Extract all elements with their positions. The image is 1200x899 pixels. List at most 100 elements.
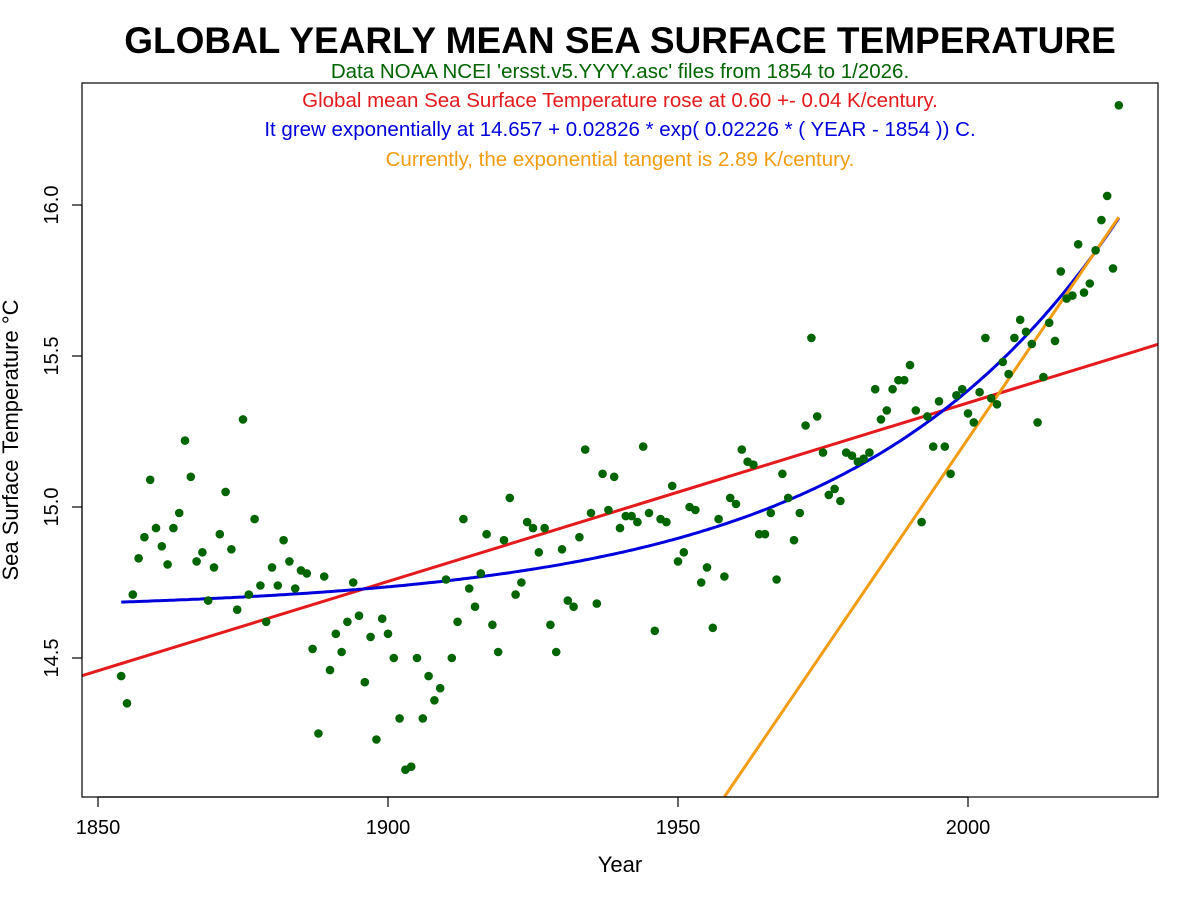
data-point-1933 bbox=[575, 532, 584, 542]
data-point-2022 bbox=[1091, 246, 1100, 255]
data-point-2010 bbox=[1021, 327, 1031, 337]
data-point-1968 bbox=[778, 469, 787, 479]
data-point-2009 bbox=[1015, 315, 1025, 325]
subtitle-data-source: Data NOAA NCEI 'ersst.v5.YYYY.asc' files… bbox=[331, 60, 909, 83]
y-tick-label-15.5: 15.5 bbox=[41, 337, 63, 376]
data-point-2024 bbox=[1102, 191, 1112, 201]
data-point-1884 bbox=[290, 584, 300, 593]
chart-title: GLOBAL YEARLY MEAN SEA SURFACE TEMPERATU… bbox=[124, 20, 1116, 61]
data-point-1910 bbox=[441, 575, 451, 584]
data-point-2013 bbox=[1039, 372, 1048, 382]
data-point-1929 bbox=[551, 647, 561, 657]
data-point-2003 bbox=[981, 333, 990, 343]
data-point-1943 bbox=[633, 517, 642, 527]
data-point-1990 bbox=[905, 360, 915, 370]
data-point-2004 bbox=[986, 394, 996, 403]
data-point-1923 bbox=[517, 578, 526, 587]
data-point-1960 bbox=[731, 499, 741, 509]
data-point-1879 bbox=[261, 617, 271, 627]
data-point-2008 bbox=[1010, 333, 1019, 343]
y-tick-label-15.0: 15.0 bbox=[41, 488, 63, 527]
data-point-2005 bbox=[992, 400, 1002, 409]
data-point-1991 bbox=[911, 406, 921, 415]
data-point-1854 bbox=[116, 671, 126, 681]
data-point-1951 bbox=[679, 548, 689, 557]
data-point-2007 bbox=[1004, 369, 1013, 379]
data-point-1893 bbox=[343, 617, 352, 627]
data-point-2012 bbox=[1033, 418, 1042, 427]
data-point-1874 bbox=[232, 605, 242, 614]
data-point-1940 bbox=[615, 523, 625, 533]
data-point-1974 bbox=[812, 412, 822, 421]
data-point-1972 bbox=[801, 421, 810, 430]
data-point-1992 bbox=[917, 517, 926, 527]
data-point-1999 bbox=[957, 384, 967, 394]
data-point-1858 bbox=[140, 532, 149, 542]
data-point-1872 bbox=[221, 487, 230, 497]
data-point-1982 bbox=[859, 454, 868, 464]
data-point-1886 bbox=[302, 569, 312, 578]
data-point-1870 bbox=[209, 563, 219, 572]
data-point-1922 bbox=[511, 590, 520, 599]
data-point-1906 bbox=[418, 714, 428, 723]
data-point-2025 bbox=[1108, 264, 1118, 273]
data-point-1966 bbox=[766, 508, 776, 518]
data-point-1895 bbox=[354, 611, 364, 620]
exponential-tangent-line bbox=[723, 216, 1121, 797]
data-point-1931 bbox=[563, 596, 573, 605]
data-point-2021 bbox=[1085, 279, 1095, 288]
data-point-1889 bbox=[319, 572, 329, 581]
data-point-2018 bbox=[1068, 291, 1077, 300]
data-point-2000 bbox=[963, 409, 973, 418]
y-tick-label-16.0: 16.0 bbox=[41, 186, 63, 225]
y-axis: 14.5 15.0 15.5 16.0 Sea Surface Temperat… bbox=[0, 186, 83, 677]
x-tick-label-1900: 1900 bbox=[366, 817, 411, 839]
data-point-1976 bbox=[824, 490, 834, 500]
data-point-1926 bbox=[534, 548, 544, 557]
data-point-1901 bbox=[389, 653, 399, 663]
data-point-1942 bbox=[627, 511, 636, 521]
data-point-1867 bbox=[192, 557, 201, 566]
data-point-1957 bbox=[714, 514, 723, 524]
data-point-2015 bbox=[1050, 336, 1060, 346]
data-point-2011 bbox=[1027, 339, 1037, 349]
data-point-1887 bbox=[308, 644, 317, 654]
data-point-1949 bbox=[667, 481, 677, 491]
data-point-1938 bbox=[604, 505, 613, 515]
data-point-1930 bbox=[557, 545, 567, 554]
data-point-1993 bbox=[923, 412, 932, 421]
data-point-1912 bbox=[453, 617, 462, 627]
data-point-1925 bbox=[528, 523, 538, 533]
subtitle-tangent-rate: Currently, the exponential tangent is 2.… bbox=[386, 148, 855, 171]
x-axis-label: Year bbox=[598, 852, 642, 877]
data-point-1909 bbox=[435, 683, 445, 693]
data-point-1918 bbox=[488, 620, 497, 630]
data-point-1932 bbox=[569, 602, 578, 611]
data-point-1978 bbox=[836, 496, 845, 506]
data-point-1963 bbox=[749, 460, 758, 470]
data-point-1916 bbox=[476, 569, 486, 578]
data-point-1862 bbox=[163, 560, 172, 569]
exponential-fit-curve bbox=[121, 217, 1121, 604]
data-point-1863 bbox=[169, 523, 178, 533]
data-point-1914 bbox=[464, 584, 474, 593]
data-point-1975 bbox=[818, 448, 828, 457]
data-point-1959 bbox=[725, 493, 735, 503]
data-point-1971 bbox=[795, 508, 805, 518]
data-point-1958 bbox=[720, 572, 729, 581]
data-point-2026 bbox=[1114, 101, 1124, 110]
data-point-2002 bbox=[975, 387, 984, 397]
data-point-1989 bbox=[899, 375, 909, 385]
data-point-1865 bbox=[180, 436, 190, 445]
data-point-1877 bbox=[250, 514, 259, 524]
data-point-1891 bbox=[331, 629, 341, 639]
data-point-1888 bbox=[314, 729, 323, 738]
data-point-1859 bbox=[145, 475, 155, 485]
data-point-1869 bbox=[203, 596, 213, 605]
data-point-1892 bbox=[337, 647, 346, 657]
data-point-1953 bbox=[691, 505, 700, 515]
data-point-1875 bbox=[238, 415, 248, 424]
data-point-1857 bbox=[134, 554, 143, 563]
